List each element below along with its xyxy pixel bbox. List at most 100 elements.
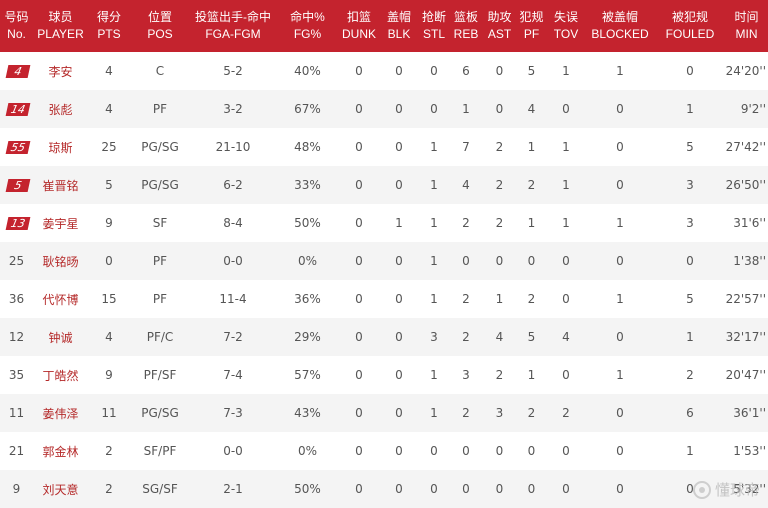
cell-blk: 0 [395, 406, 403, 420]
cell-fga-fgm: 5-2 [223, 64, 243, 78]
player-number-cell: 12 [0, 318, 33, 356]
player-name-link[interactable]: 刘天意 [42, 482, 79, 497]
cell-blocked: 1 [616, 64, 624, 78]
cell-ast: 2 [495, 368, 504, 382]
player-name-link[interactable]: 丁皓然 [42, 368, 79, 383]
table-row: 4 李安 4 C 5-2 40% 0 0 0 6 0 5 1 1 0 24'20'' [0, 52, 768, 90]
cell-min: 27'42'' [725, 140, 766, 154]
cell-reb: 4 [462, 178, 470, 192]
column-header-min: 时间 MIN [725, 0, 768, 52]
cell-stl: 1 [430, 368, 438, 382]
cell-pts: 11 [101, 406, 117, 420]
cell-fg-pct: 29% [294, 330, 321, 344]
player-name-link[interactable]: 耿铭旸 [42, 254, 79, 269]
cell-fga-fgm: 7-3 [223, 406, 243, 420]
column-header-fga-fgm: 投篮出手-命中 FGA-FGM [190, 0, 276, 52]
cell-dunk: 0 [355, 64, 363, 78]
cell-dunk: 0 [355, 140, 363, 154]
cell-fouled: 1 [686, 330, 694, 344]
cell-reb: 0 [462, 444, 470, 458]
player-name-link[interactable]: 姜宇星 [42, 216, 79, 231]
column-header-zh: 球员 [48, 10, 73, 24]
cell-fouled: 6 [686, 406, 694, 420]
table-row: 12 钟诚 4 PF/C 7-2 29% 0 0 3 2 4 5 4 0 1 32'17'' [0, 318, 768, 356]
column-header-player: 球员 PLAYER [33, 0, 88, 52]
cell-fg-pct: 48% [294, 140, 321, 154]
header-row: 号码 No. 球员 PLAYER 得分 PTS 位置 POS 投篮出手-命中 FGA-FGM 命中%… [0, 0, 768, 52]
cell-pf: 2 [527, 406, 536, 420]
cell-blk: 0 [395, 140, 403, 154]
player-number: 9 [12, 482, 21, 496]
cell-blk: 1 [395, 216, 403, 230]
player-name-link[interactable]: 郭金林 [42, 444, 79, 459]
column-header-pf: 犯规 PF [516, 0, 547, 52]
cell-fg-pct: 50% [294, 482, 321, 496]
player-number: 11 [8, 406, 25, 420]
cell-min: 26'50'' [725, 178, 766, 192]
cell-pos: PF/C [146, 330, 174, 344]
column-header-zh: 号码 [4, 10, 29, 24]
starter-number-badge: 55 [5, 141, 30, 154]
cell-pos: PG/SG [141, 406, 179, 420]
cell-fga-fgm: 3-2 [223, 102, 243, 116]
cell-ast: 3 [495, 406, 504, 420]
column-header-en: FG% [293, 27, 322, 41]
cell-tov: 2 [562, 406, 570, 420]
cell-pf: 2 [527, 178, 536, 192]
column-header-zh: 位置 [147, 10, 172, 24]
cell-ast: 0 [495, 102, 504, 116]
cell-dunk: 0 [355, 368, 363, 382]
column-header-stl: 抢断 STL [419, 0, 449, 52]
cell-fg-pct: 43% [294, 406, 321, 420]
cell-min: 31'6'' [733, 216, 766, 230]
cell-fouled: 0 [686, 482, 694, 496]
player-name-link[interactable]: 代怀博 [42, 292, 79, 307]
cell-stl: 0 [430, 482, 438, 496]
cell-tov: 0 [562, 444, 570, 458]
player-number: 25 [8, 254, 25, 268]
column-header-en: BLK [387, 27, 411, 41]
cell-tov: 1 [562, 216, 570, 230]
player-name-link[interactable]: 李安 [48, 64, 73, 79]
cell-tov: 0 [562, 102, 570, 116]
player-name-link[interactable]: 钟诚 [48, 330, 73, 345]
column-header-blocked: 被盖帽 BLOCKED [585, 0, 655, 52]
cell-stl: 0 [430, 64, 438, 78]
player-name-link[interactable]: 张彪 [48, 102, 73, 117]
cell-fga-fgm: 8-4 [223, 216, 243, 230]
table-row: 5 崔晋铭 5 PG/SG 6-2 33% 0 0 1 4 2 2 1 0 3 26'50'' [0, 166, 768, 204]
cell-pts: 2 [105, 444, 113, 458]
column-header-zh: 助攻 [487, 10, 512, 24]
table-row: 9 刘天意 2 SG/SF 2-1 50% 0 0 0 0 0 0 0 0 0 5'32'' [0, 470, 768, 508]
player-name-link[interactable]: 琼斯 [48, 140, 73, 155]
player-name-link[interactable]: 崔晋铭 [42, 178, 79, 193]
cell-pts: 15 [101, 292, 117, 306]
cell-blocked: 0 [616, 254, 624, 268]
column-header-reb: 篮板 REB [449, 0, 483, 52]
cell-reb: 0 [462, 254, 470, 268]
cell-stl: 1 [430, 140, 438, 154]
cell-ast: 0 [495, 482, 504, 496]
cell-pos: SF [152, 216, 168, 230]
column-header-en: BLOCKED [591, 27, 649, 41]
cell-fg-pct: 36% [294, 292, 321, 306]
table-header: 号码 No. 球员 PLAYER 得分 PTS 位置 POS 投篮出手-命中 FGA-FGM 命中%… [0, 0, 768, 52]
cell-dunk: 0 [355, 102, 363, 116]
cell-pos: PG/SG [141, 178, 179, 192]
cell-fga-fgm: 7-2 [223, 330, 243, 344]
cell-min: 32'17'' [725, 330, 766, 344]
watermark-text: 懂球帝 [714, 482, 760, 499]
cell-dunk: 0 [355, 406, 363, 420]
cell-min: 5'32'' [733, 482, 766, 496]
cell-blocked: 1 [616, 216, 624, 230]
column-header-dunk: 扣篮 DUNK [339, 0, 379, 52]
table-body: 4 李安 4 C 5-2 40% 0 0 0 6 0 5 1 1 0 24'20'' 14 张彪 4 PF 3-2 67%… [0, 52, 768, 508]
player-name-link[interactable]: 姜伟泽 [42, 406, 79, 421]
table-row: 14 张彪 4 PF 3-2 67% 0 0 0 1 0 4 0 0 1 9'2'' [0, 90, 768, 128]
column-header-en: POS [147, 27, 173, 41]
cell-fga-fgm: 11-4 [219, 292, 247, 306]
cell-pos: SG/SF [142, 482, 178, 496]
column-header-zh: 抢断 [421, 10, 446, 24]
cell-pf: 5 [527, 330, 536, 344]
